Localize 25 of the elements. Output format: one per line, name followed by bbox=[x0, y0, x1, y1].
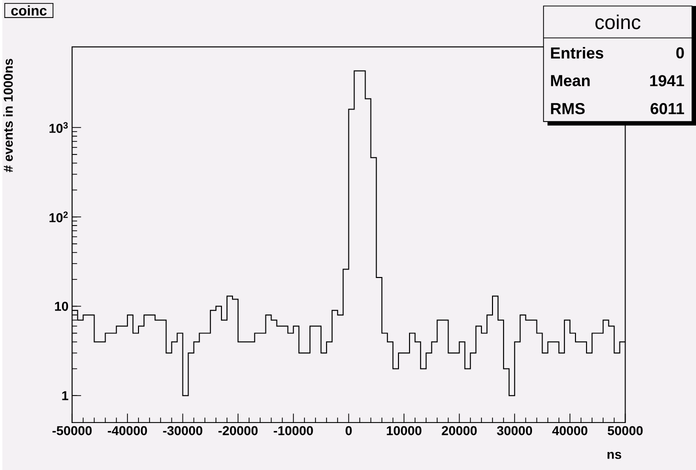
text: coinc bbox=[595, 14, 640, 29]
y-tick-label: 10$^{2}$ bbox=[50, 211, 68, 222]
annotation: Mean bbox=[551, 74, 590, 86]
x-tick-label: -20000 bbox=[218, 426, 258, 436]
text: 1941 bbox=[650, 74, 684, 86]
annotation: Entries bbox=[551, 46, 604, 58]
x-tick-label: 0 bbox=[346, 426, 352, 436]
x-tick-label: 10000 bbox=[386, 426, 422, 436]
x-tick-label: -50000 bbox=[52, 426, 92, 436]
y-axis-title: # events in 1000ns bbox=[3, 58, 13, 172]
y-tick-label: 10 bbox=[55, 302, 68, 311]
x-tick-label: 40000 bbox=[552, 426, 588, 436]
y-tick-label: 1 bbox=[62, 391, 68, 400]
y-tick-label: 10$^{3}$ bbox=[50, 122, 68, 133]
x-tick-label: -30000 bbox=[163, 426, 202, 436]
text: 6011 bbox=[650, 102, 684, 114]
text: 0 bbox=[676, 46, 684, 58]
x-tick-label: 30000 bbox=[496, 426, 532, 436]
x-tick-label: 20000 bbox=[442, 426, 477, 436]
x-tick-label: -10000 bbox=[274, 426, 313, 436]
annotation: RMS bbox=[551, 102, 585, 114]
x-tick-label: 50000 bbox=[608, 426, 643, 436]
x-axis-title: ns bbox=[608, 452, 622, 459]
x-tick-label: -40000 bbox=[108, 426, 147, 436]
chart-title: coinc bbox=[11, 5, 47, 16]
